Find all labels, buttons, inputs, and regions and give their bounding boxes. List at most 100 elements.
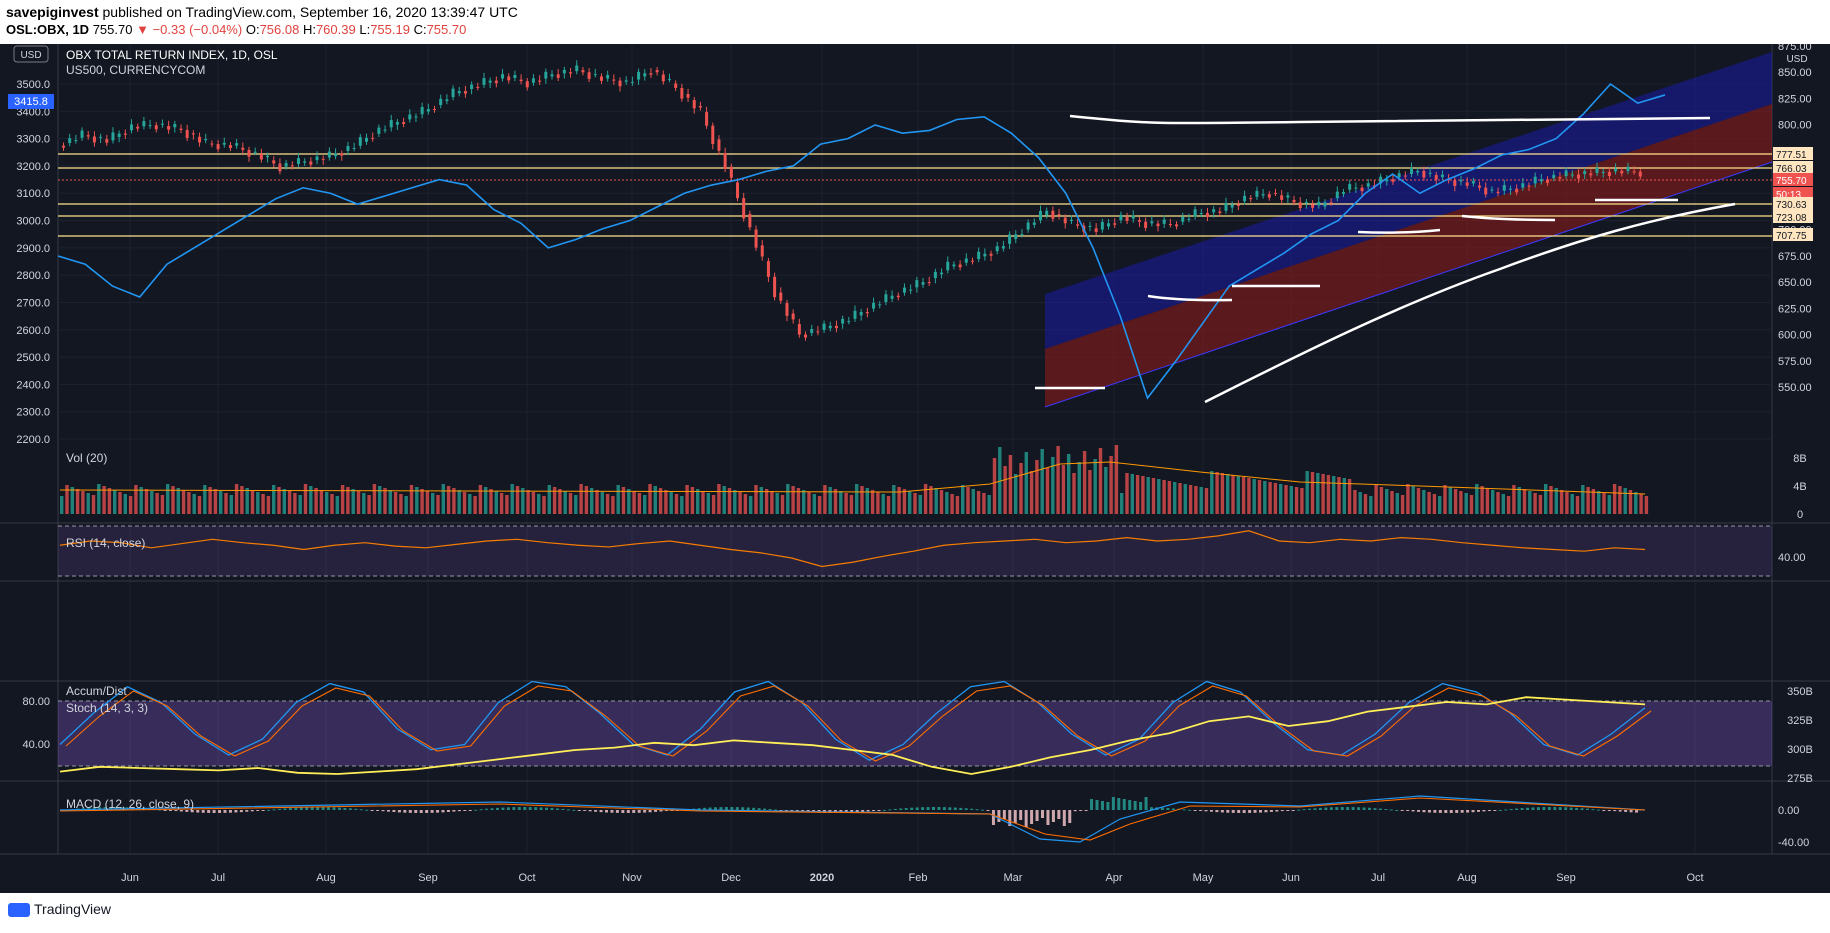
- candle-body: [1533, 176, 1537, 184]
- right-axis-tick: 675.00: [1778, 251, 1812, 263]
- macd-histogram-bar: [250, 810, 254, 812]
- candle-body: [259, 154, 263, 160]
- candle-body: [315, 156, 319, 161]
- volume-bar: [282, 489, 286, 514]
- macd-histogram-bar: [1335, 807, 1339, 810]
- macd-histogram-bar: [572, 809, 576, 811]
- volume-bar: [1120, 493, 1124, 514]
- candle-body: [674, 83, 678, 88]
- candle-body: [1329, 202, 1333, 204]
- candle-body: [569, 72, 573, 74]
- candle-body: [766, 261, 770, 277]
- macd-histogram-bar: [1160, 807, 1164, 810]
- volume-bar: [409, 485, 414, 514]
- macd-histogram-bar: [643, 810, 647, 813]
- candle-body: [680, 87, 684, 99]
- macd-histogram-bar: [1269, 810, 1273, 812]
- macd-histogram-bar: [1411, 810, 1415, 812]
- macd-histogram-bar: [506, 807, 510, 810]
- footer: TradingView: [0, 893, 1830, 933]
- candle-body: [841, 318, 845, 324]
- tradingview-logo[interactable]: TradingView: [8, 901, 112, 918]
- macd-histogram-bar: [741, 807, 745, 810]
- macd-histogram-bar: [1466, 810, 1470, 813]
- compare-title: US500, CURRENCYCOM: [66, 63, 205, 77]
- macd-histogram-bar: [872, 810, 876, 811]
- candle-body: [729, 166, 733, 178]
- indicator-panes: [58, 445, 1772, 843]
- volume-bar: [939, 490, 944, 514]
- volume-bar: [1273, 483, 1278, 514]
- volume-bar: [420, 489, 424, 514]
- chart-canvas[interactable]: 3500.0 3400.0 3300.0 3200.0 3100.0 3000.0 2900…: [0, 44, 1830, 893]
- macd-histogram-bar: [441, 810, 445, 813]
- volume-bar: [764, 489, 769, 514]
- candle-body: [1032, 222, 1036, 225]
- macd-histogram-bar: [316, 807, 320, 810]
- low-label: L:: [359, 22, 371, 37]
- volume-bar: [680, 496, 684, 514]
- volume-bar: [1045, 468, 1050, 514]
- currency-left[interactable]: USD: [20, 50, 41, 61]
- stoch-axis-tick: 80.00: [22, 696, 50, 708]
- candle-body: [742, 198, 746, 219]
- candle-body: [853, 310, 857, 319]
- macd-histogram-bar: [763, 808, 767, 810]
- candle-body: [148, 125, 152, 127]
- candle-body: [1113, 223, 1117, 225]
- time-tick-label: Aug: [316, 872, 336, 884]
- rsi-line: [59, 530, 1646, 568]
- brand-name: TradingView: [34, 901, 112, 917]
- candle-body: [191, 133, 195, 135]
- candle-body: [1391, 179, 1395, 182]
- volume-bar: [733, 490, 737, 514]
- macd-histogram-bar: [501, 807, 505, 810]
- macd-histogram-bar: [1215, 810, 1219, 813]
- volume-bar: [621, 487, 626, 514]
- candle-body: [1515, 188, 1519, 193]
- candle-body: [1416, 170, 1420, 173]
- volume-bar: [1210, 471, 1214, 514]
- currency-left-box[interactable]: [13, 45, 49, 63]
- candle-body: [599, 76, 603, 81]
- volume-bar: [351, 489, 355, 514]
- macd-histogram-bar: [539, 807, 543, 810]
- volume-bar: [1623, 488, 1627, 514]
- volume-bar: [266, 496, 271, 514]
- macd-histogram-bar: [288, 808, 292, 810]
- volume-bar: [1469, 495, 1474, 514]
- accum-axis-tick: 325B: [1787, 715, 1813, 727]
- macd-histogram-bar: [937, 807, 941, 810]
- macd-histogram-bar: [1351, 807, 1355, 810]
- volume-bar: [876, 492, 880, 514]
- candle-body: [964, 258, 968, 263]
- macd-histogram-bar: [1079, 810, 1083, 811]
- author-name[interactable]: savepiginvest: [6, 4, 99, 20]
- candle-body: [377, 127, 381, 134]
- candle-body: [1576, 174, 1580, 179]
- volume-bar: [425, 491, 430, 514]
- volume-bar: [1400, 495, 1405, 514]
- candle-body: [408, 114, 412, 120]
- candle-body: [977, 251, 981, 259]
- macd-histogram-bar: [190, 810, 194, 813]
- volume-bar: [462, 492, 467, 514]
- left-axis-tick: 2900.0: [16, 243, 50, 255]
- last-price: 755.70: [92, 22, 133, 37]
- volume-bar: [229, 495, 233, 514]
- price-candles: [62, 60, 1642, 341]
- macd-histogram-bar: [1209, 810, 1213, 812]
- currency-right[interactable]: USD: [1786, 54, 1807, 65]
- volume-bar: [91, 495, 96, 514]
- macd-histogram-bar: [414, 810, 418, 813]
- candle-body: [130, 124, 134, 131]
- candle-body: [1601, 171, 1605, 173]
- volume-bar: [833, 489, 838, 514]
- volume-bar: [1554, 488, 1558, 514]
- candle-body: [661, 74, 665, 82]
- macd-histogram-bar: [632, 810, 636, 813]
- macd-histogram-bar: [1313, 808, 1317, 810]
- candle-body: [519, 79, 523, 82]
- candle-body: [1014, 234, 1018, 240]
- candle-body: [395, 122, 399, 125]
